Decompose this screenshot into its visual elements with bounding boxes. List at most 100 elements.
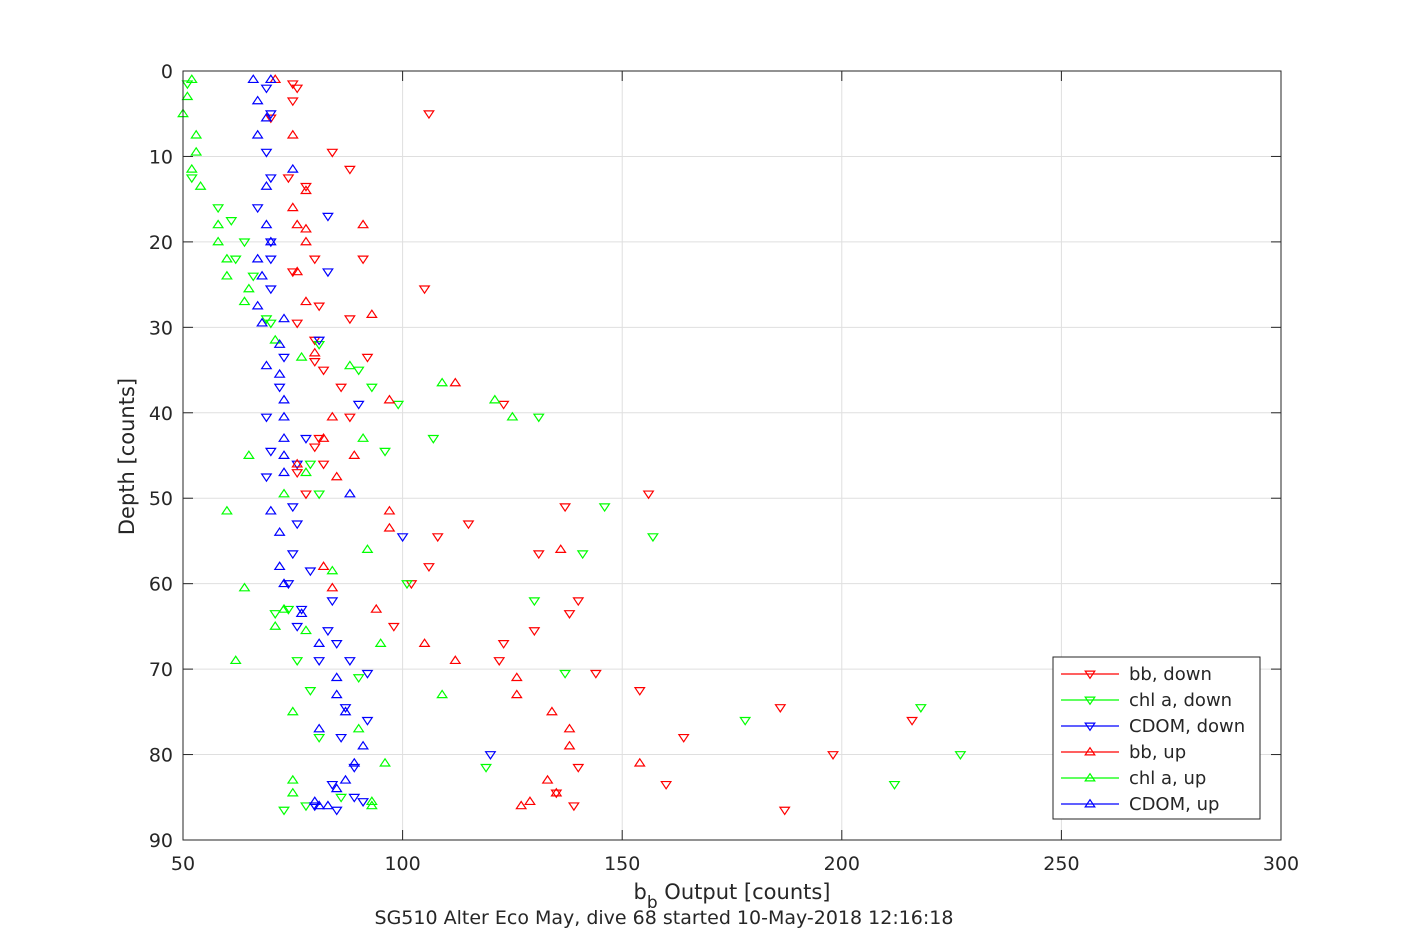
data-point bbox=[273, 561, 286, 571]
data-point bbox=[418, 285, 431, 295]
data-point bbox=[317, 433, 330, 442]
data-point bbox=[647, 533, 659, 543]
data-point bbox=[229, 255, 242, 265]
data-point bbox=[256, 317, 268, 327]
data-point bbox=[212, 236, 225, 246]
data-point bbox=[260, 413, 273, 423]
data-point bbox=[739, 716, 752, 726]
data-point bbox=[278, 353, 290, 363]
legend-box bbox=[1052, 656, 1261, 820]
data-point bbox=[300, 182, 312, 192]
data-point bbox=[313, 657, 326, 666]
data-point bbox=[423, 563, 435, 572]
series-3 bbox=[269, 74, 646, 810]
data-point bbox=[379, 757, 391, 767]
data-point bbox=[361, 353, 374, 363]
data-point bbox=[365, 309, 378, 318]
data-point bbox=[532, 550, 545, 560]
data-point bbox=[238, 582, 251, 592]
data-point bbox=[278, 411, 290, 421]
data-point bbox=[264, 114, 277, 124]
data-point bbox=[348, 763, 361, 773]
grid bbox=[182, 70, 1282, 841]
series-4 bbox=[177, 74, 519, 810]
data-point bbox=[383, 505, 396, 515]
data-point bbox=[247, 74, 260, 84]
legend-label: chl a, down bbox=[1129, 690, 1232, 711]
data-point bbox=[343, 657, 356, 666]
data-point bbox=[567, 802, 580, 812]
data-point bbox=[260, 148, 273, 158]
legend-entry: chl a, up bbox=[1061, 768, 1206, 789]
data-point bbox=[264, 505, 277, 515]
data-point bbox=[286, 550, 299, 560]
data-point bbox=[528, 627, 541, 637]
data-point bbox=[383, 522, 396, 532]
data-point bbox=[313, 340, 326, 350]
data-point bbox=[185, 174, 198, 184]
data-point bbox=[286, 268, 299, 278]
legend-marker bbox=[1084, 670, 1096, 680]
data-point bbox=[317, 561, 330, 571]
data-point bbox=[238, 296, 251, 306]
data-point bbox=[493, 657, 506, 666]
data-point bbox=[335, 793, 348, 803]
legend-label: chl a, up bbox=[1129, 768, 1206, 789]
data-point bbox=[264, 255, 277, 265]
data-point bbox=[370, 603, 383, 613]
legend-entry: CDOM, down bbox=[1061, 716, 1245, 737]
data-point bbox=[308, 443, 321, 453]
data-point bbox=[260, 219, 273, 229]
data-point bbox=[273, 526, 286, 536]
data-point bbox=[572, 597, 585, 607]
data-point bbox=[291, 460, 304, 470]
data-point bbox=[330, 672, 343, 682]
data-point bbox=[273, 368, 286, 378]
data-point bbox=[295, 351, 308, 361]
data-point bbox=[317, 366, 330, 376]
data-point bbox=[300, 467, 312, 477]
data-point bbox=[361, 544, 374, 553]
data-point bbox=[589, 669, 602, 679]
data-point bbox=[326, 411, 339, 421]
x-axis-label-rest: Output [counts] bbox=[658, 880, 831, 904]
data-point bbox=[546, 706, 558, 716]
data-point bbox=[778, 806, 791, 816]
data-point bbox=[300, 236, 312, 246]
data-point bbox=[515, 800, 528, 810]
data-point bbox=[273, 383, 286, 393]
data-point bbox=[286, 706, 299, 716]
data-point bbox=[278, 313, 290, 323]
y-tick-label: 70 bbox=[149, 659, 173, 681]
data-point bbox=[264, 447, 277, 457]
y-tick-label: 10 bbox=[149, 146, 173, 168]
data-point bbox=[269, 334, 282, 344]
data-point bbox=[541, 774, 554, 784]
data-point bbox=[357, 740, 369, 750]
data-point bbox=[278, 603, 290, 613]
data-point bbox=[242, 450, 255, 459]
data-point bbox=[510, 689, 523, 699]
axes-box bbox=[182, 70, 1282, 841]
data-point bbox=[308, 255, 321, 265]
data-point bbox=[264, 319, 277, 329]
data-point bbox=[550, 789, 563, 799]
data-point bbox=[260, 84, 273, 94]
data-point bbox=[774, 704, 787, 713]
x-tick-label: 100 bbox=[384, 853, 420, 875]
series-1 bbox=[181, 80, 967, 816]
data-point bbox=[554, 544, 567, 553]
data-point bbox=[427, 434, 440, 444]
data-point bbox=[418, 638, 431, 647]
data-point bbox=[313, 800, 326, 810]
data-point bbox=[642, 490, 655, 500]
data-point bbox=[532, 413, 545, 423]
data-point bbox=[225, 217, 238, 226]
data-point bbox=[212, 219, 225, 229]
data-point bbox=[256, 270, 268, 280]
y-tick-label: 90 bbox=[149, 830, 173, 852]
data-point bbox=[449, 377, 462, 387]
data-point bbox=[229, 655, 242, 665]
data-point bbox=[392, 400, 405, 410]
